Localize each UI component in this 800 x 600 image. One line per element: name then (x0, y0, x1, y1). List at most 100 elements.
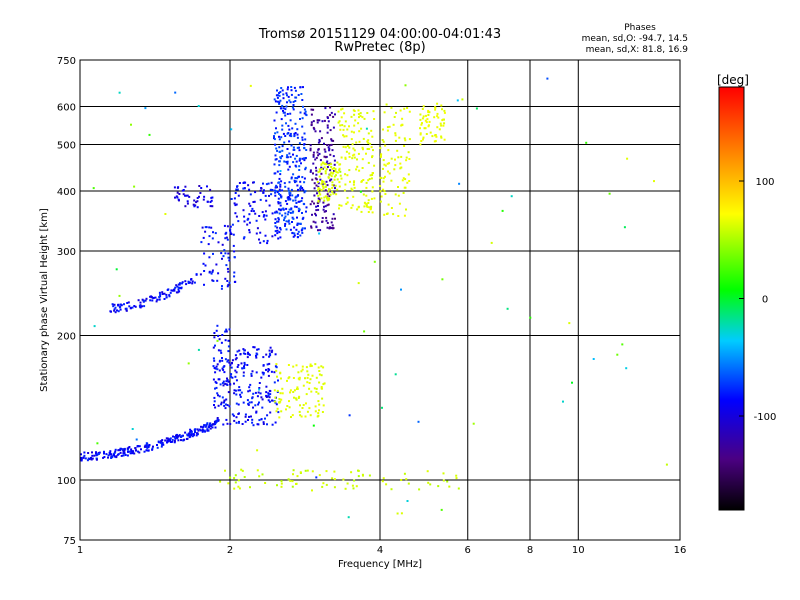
data-point (455, 477, 458, 480)
data-point (226, 360, 229, 363)
data-point (626, 157, 629, 160)
data-point (286, 162, 289, 165)
data-point (349, 180, 351, 183)
data-point (133, 185, 136, 188)
data-point (206, 428, 209, 431)
data-point (352, 183, 355, 186)
data-point (134, 305, 137, 308)
data-point (217, 349, 220, 352)
data-point (252, 406, 254, 409)
data-point (357, 469, 360, 472)
data-point (291, 127, 294, 130)
data-point (317, 185, 320, 188)
data-point (396, 149, 399, 152)
data-point (334, 169, 337, 172)
data-point (236, 188, 239, 191)
data-point (424, 127, 427, 130)
data-point (220, 252, 223, 255)
data-point (234, 212, 237, 215)
data-point (158, 291, 161, 294)
data-point (226, 379, 229, 381)
data-point (408, 110, 411, 113)
data-point (87, 457, 90, 460)
data-point (230, 375, 232, 378)
data-point (198, 195, 200, 198)
data-point (222, 423, 225, 426)
data-point (279, 372, 282, 375)
data-point (443, 138, 446, 141)
data-point (242, 371, 245, 374)
data-point (214, 367, 217, 370)
data-point (181, 281, 184, 284)
data-point (294, 122, 297, 125)
data-point (404, 186, 407, 189)
data-point (224, 330, 227, 333)
data-point (442, 124, 445, 127)
data-point (196, 197, 199, 199)
data-point (312, 424, 315, 427)
data-point (140, 448, 142, 451)
data-point (213, 332, 216, 334)
data-point (229, 228, 232, 231)
data-point (313, 182, 316, 185)
data-point (297, 207, 300, 210)
data-point (243, 367, 246, 370)
data-point (369, 174, 372, 177)
data-point (280, 180, 283, 183)
data-point (296, 386, 299, 389)
data-point (297, 397, 300, 399)
data-point (323, 196, 326, 199)
data-point (278, 160, 281, 163)
data-point (123, 303, 125, 306)
data-point (222, 255, 225, 258)
data-point (274, 143, 277, 146)
data-point (221, 257, 223, 260)
data-point (87, 452, 90, 454)
data-point (347, 516, 350, 519)
data-point (315, 214, 317, 217)
data-point (370, 197, 373, 200)
data-point (150, 296, 153, 299)
data-point (325, 210, 327, 213)
data-point (274, 158, 277, 161)
data-point (300, 162, 302, 165)
data-point (221, 334, 224, 336)
data-point (367, 211, 370, 213)
data-point (80, 457, 83, 459)
data-point (103, 456, 106, 458)
data-point (195, 273, 198, 276)
data-point (290, 86, 293, 88)
data-point (303, 132, 306, 135)
data-point (324, 195, 327, 198)
data-point (186, 437, 189, 440)
data-point (363, 330, 366, 333)
data-point (304, 157, 307, 159)
data-point (353, 153, 356, 156)
data-point (252, 392, 255, 395)
data-point (225, 383, 228, 386)
data-point (368, 474, 371, 477)
data-point (386, 162, 389, 165)
data-point (362, 193, 365, 196)
data-point (227, 339, 230, 342)
data-point (208, 226, 211, 229)
data-point (331, 217, 334, 220)
data-point (285, 122, 287, 125)
data-point (259, 392, 262, 395)
data-point (200, 187, 203, 189)
data-point (212, 252, 214, 255)
data-point (394, 373, 397, 376)
data-point (212, 346, 215, 349)
data-point (209, 427, 212, 430)
data-point (429, 131, 432, 134)
data-point (242, 209, 245, 212)
data-point (278, 212, 281, 215)
data-point (294, 100, 297, 102)
data-point (456, 99, 459, 102)
data-point (281, 189, 284, 192)
data-point (276, 131, 279, 134)
data-point (365, 186, 368, 189)
data-point (303, 191, 306, 194)
data-point (212, 280, 215, 282)
data-point (350, 138, 353, 141)
